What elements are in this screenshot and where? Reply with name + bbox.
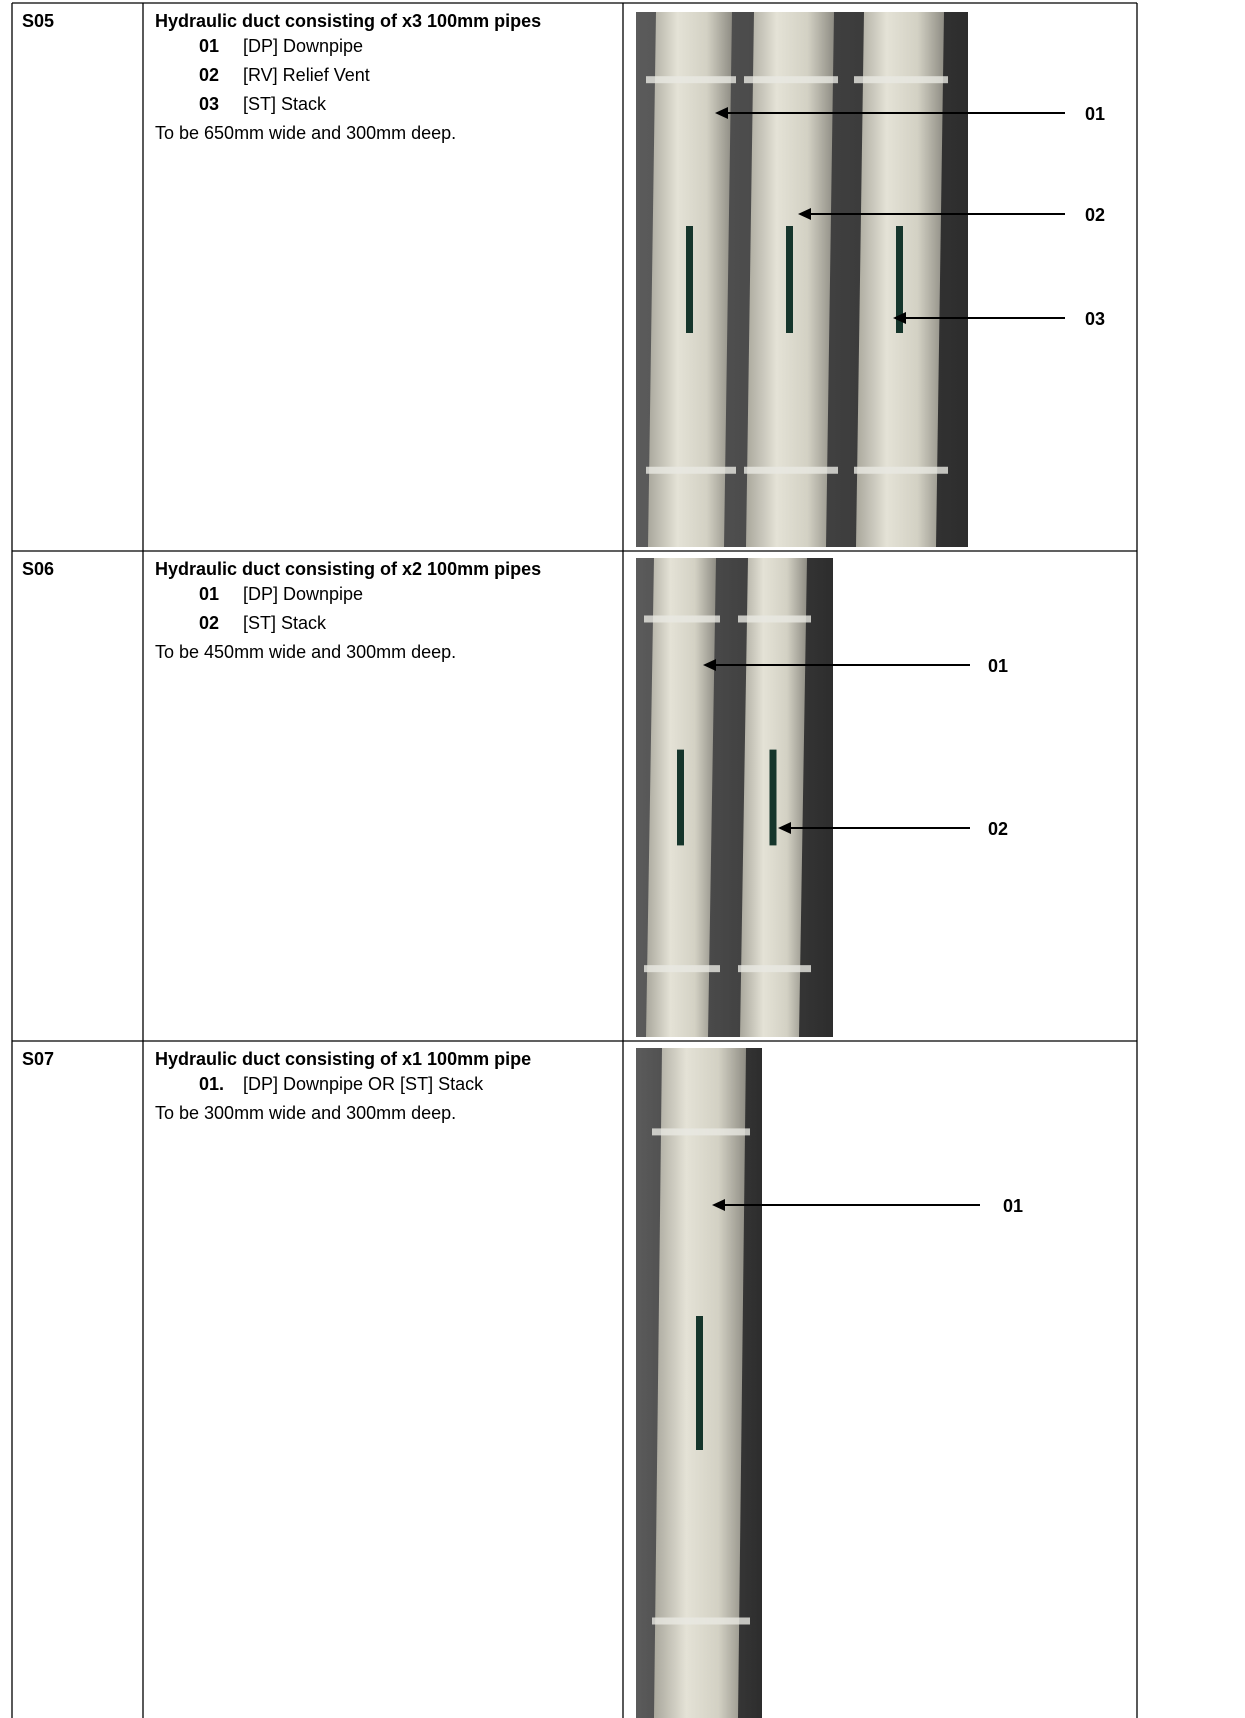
item-text: [DP] Downpipe OR [ST] Stack bbox=[243, 1074, 484, 1094]
callout-arrowhead bbox=[798, 208, 811, 220]
callout-label: 02 bbox=[1085, 205, 1105, 225]
row-title: Hydraulic duct consisting of x3 100mm pi… bbox=[155, 11, 542, 31]
pipe-label bbox=[896, 226, 903, 333]
callout-label: 01 bbox=[988, 656, 1008, 676]
pipe-bracket bbox=[744, 466, 838, 474]
pipe-bracket bbox=[854, 76, 948, 84]
pipe-bracket bbox=[644, 615, 720, 623]
callout-label: 03 bbox=[1085, 309, 1105, 329]
pipe-label bbox=[677, 749, 684, 846]
row-code: S06 bbox=[22, 559, 55, 579]
callout-label: 02 bbox=[988, 819, 1008, 839]
pipe-label bbox=[696, 1316, 703, 1450]
pipe-bracket bbox=[646, 76, 736, 84]
callout-label: 01 bbox=[1003, 1196, 1023, 1216]
item-number: 02 bbox=[199, 65, 220, 85]
pipe-bracket bbox=[738, 965, 811, 973]
pipe-label bbox=[769, 749, 777, 846]
callout-arrowhead bbox=[715, 107, 728, 119]
pipe-bracket bbox=[854, 466, 948, 474]
callout-label: 01 bbox=[1085, 104, 1105, 124]
item-number: 01 bbox=[199, 36, 220, 56]
row-title: Hydraulic duct consisting of x1 100mm pi… bbox=[155, 1049, 532, 1069]
pipe-bracket bbox=[652, 1617, 750, 1625]
pipe-label bbox=[786, 226, 793, 333]
item-text: [ST] Stack bbox=[243, 94, 327, 114]
pipe-bracket bbox=[744, 76, 838, 84]
pipe-bracket bbox=[644, 965, 720, 973]
row-code: S07 bbox=[22, 1049, 55, 1069]
row-note: To be 300mm wide and 300mm deep. bbox=[155, 1103, 457, 1123]
row-note: To be 450mm wide and 300mm deep. bbox=[155, 642, 457, 662]
row-note: To be 650mm wide and 300mm deep. bbox=[155, 123, 457, 143]
callout-arrowhead bbox=[703, 659, 716, 671]
row-title: Hydraulic duct consisting of x2 100mm pi… bbox=[155, 559, 542, 579]
item-text: [ST] Stack bbox=[243, 613, 327, 633]
item-number: 03 bbox=[199, 94, 220, 114]
item-number: 01. bbox=[199, 1074, 225, 1094]
item-text: [DP] Downpipe bbox=[243, 36, 364, 56]
item-text: [DP] Downpipe bbox=[243, 584, 364, 604]
item-number: 01 bbox=[199, 584, 220, 604]
callout-arrowhead bbox=[778, 822, 791, 834]
pipe-bracket bbox=[652, 1128, 750, 1136]
callout-arrowhead bbox=[893, 312, 906, 324]
item-text: [RV] Relief Vent bbox=[243, 65, 370, 85]
item-number: 02 bbox=[199, 613, 220, 633]
row-code: S05 bbox=[22, 11, 55, 31]
pipe-bracket bbox=[646, 466, 736, 474]
pipe-label bbox=[686, 226, 693, 333]
callout-arrowhead bbox=[712, 1199, 725, 1211]
pipe-bracket bbox=[738, 615, 811, 623]
